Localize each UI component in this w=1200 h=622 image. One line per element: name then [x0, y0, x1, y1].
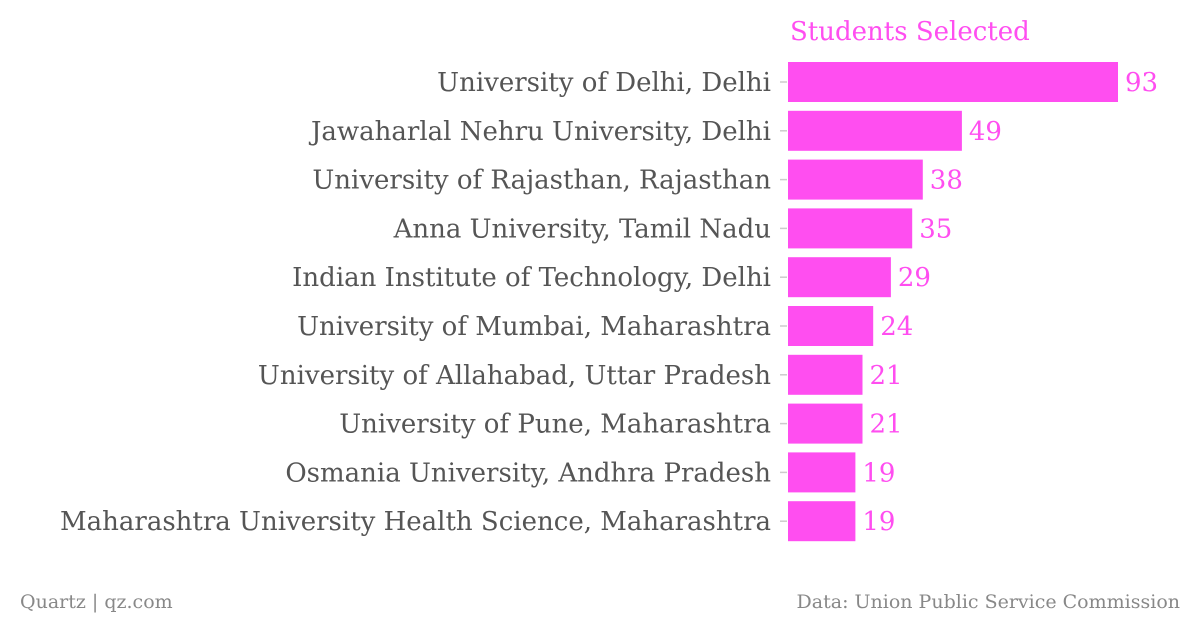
bar	[788, 306, 874, 346]
category-label: Maharashtra University Health Science, M…	[60, 507, 771, 537]
category-label: University of Delhi, Delhi	[437, 68, 771, 98]
value-label: 38	[930, 166, 963, 196]
bar	[788, 452, 856, 493]
footer-source: Data: Union Public Service Commission	[796, 591, 1180, 613]
category-label: Osmania University, Andhra Pradesh	[285, 458, 771, 488]
value-label: 21	[870, 410, 903, 440]
value-label: 19	[862, 458, 895, 488]
category-label: Jawaharlal Nehru University, Delhi	[308, 117, 771, 147]
bar	[788, 159, 923, 200]
bars-group: University of Delhi, Delhi 93 Jawaharlal N…	[60, 62, 1158, 542]
value-label: 29	[898, 263, 931, 293]
value-label: 21	[870, 361, 903, 391]
bar	[788, 208, 913, 249]
value-label: 93	[1125, 68, 1158, 98]
bar	[788, 257, 891, 298]
value-label: 19	[862, 507, 895, 537]
category-label: Indian Institute of Technology, Delhi	[292, 263, 771, 293]
category-label: University of Allahabad, Uttar Pradesh	[258, 361, 771, 391]
value-label: 24	[880, 312, 913, 342]
category-label: University of Rajasthan, Rajasthan	[312, 166, 771, 196]
bar	[788, 403, 863, 444]
value-label: 49	[969, 117, 1002, 147]
category-label: University of Pune, Maharashtra	[339, 410, 771, 440]
bar	[788, 110, 962, 151]
footer-credit: Quartz | qz.com	[20, 591, 173, 613]
category-label: University of Mumbai, Maharashtra	[297, 312, 771, 342]
series-title: Students Selected	[790, 17, 1030, 47]
category-label: Anna University, Tamil Nadu	[393, 214, 771, 244]
bar	[788, 62, 1118, 102]
bar	[788, 501, 856, 542]
bar	[788, 354, 863, 395]
value-label: 35	[919, 214, 952, 244]
